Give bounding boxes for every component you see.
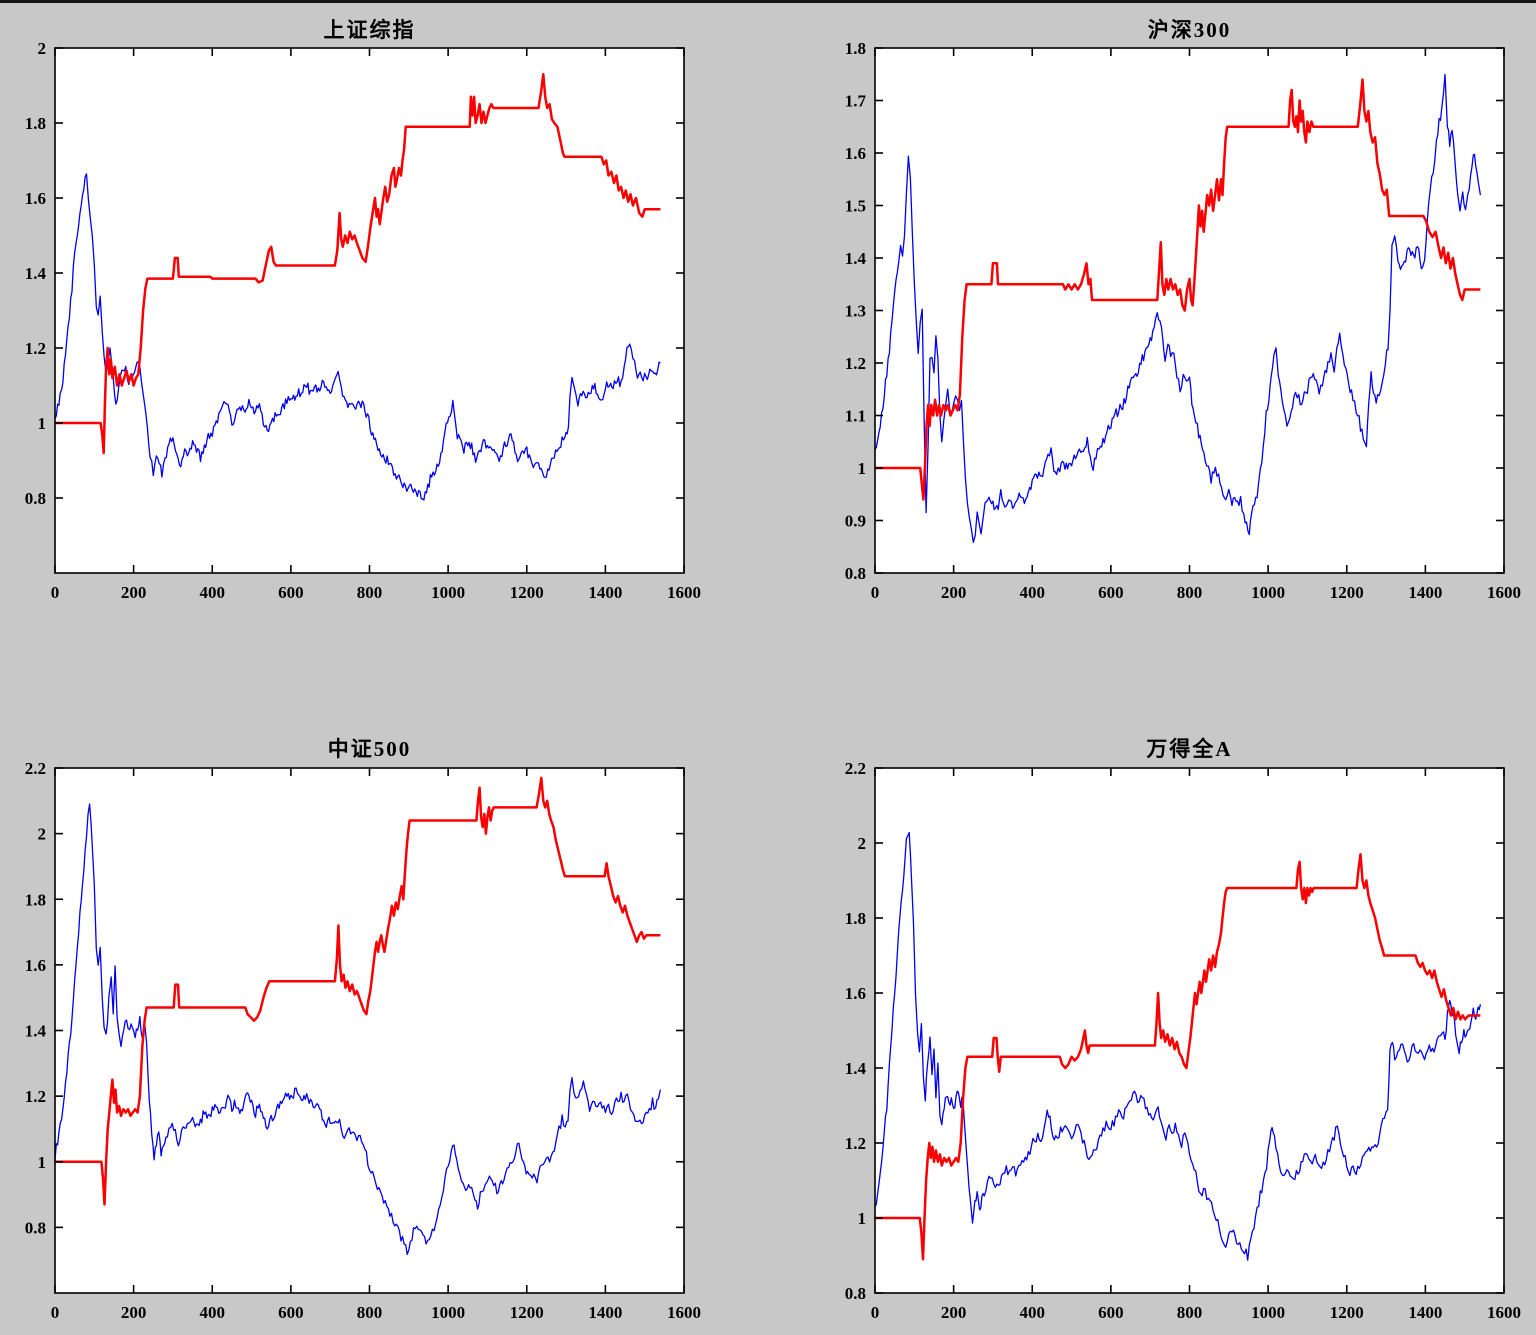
svg-text:600: 600 [278, 1303, 304, 1322]
svg-text:200: 200 [121, 583, 147, 602]
svg-text:1400: 1400 [588, 1303, 622, 1322]
svg-text:1.8: 1.8 [25, 114, 46, 133]
svg-text:800: 800 [357, 583, 383, 602]
svg-text:0.8: 0.8 [845, 1284, 866, 1303]
svg-text:200: 200 [121, 1303, 147, 1322]
svg-text:1000: 1000 [1251, 583, 1285, 602]
svg-text:2.2: 2.2 [25, 759, 46, 778]
chart-title-wind-all-a: 万得全A [1146, 737, 1233, 761]
svg-text:0: 0 [871, 1303, 880, 1322]
svg-text:1.4: 1.4 [845, 1059, 867, 1078]
svg-text:1.8: 1.8 [845, 39, 866, 58]
svg-text:1.6: 1.6 [845, 144, 866, 163]
svg-text:1200: 1200 [510, 583, 544, 602]
svg-text:1.2: 1.2 [25, 1087, 46, 1106]
svg-text:0: 0 [51, 1303, 60, 1322]
svg-text:1: 1 [38, 414, 47, 433]
svg-text:1.3: 1.3 [845, 302, 866, 321]
svg-text:1000: 1000 [1251, 1303, 1285, 1322]
chart-canvas-wind-all-a: 0 200 400 600 800 1000 1200 1400 1600 0.8 1 1.2 1.4 1… [845, 759, 1521, 1322]
svg-text:0.8: 0.8 [25, 489, 46, 508]
svg-text:800: 800 [1177, 1303, 1203, 1322]
svg-text:1.4: 1.4 [25, 264, 47, 283]
chart-title-sse-composite: 上证综指 [323, 18, 416, 42]
svg-text:1.4: 1.4 [845, 249, 867, 268]
svg-text:1.6: 1.6 [25, 189, 46, 208]
svg-text:1000: 1000 [431, 583, 465, 602]
svg-text:0: 0 [51, 583, 60, 602]
svg-text:1600: 1600 [1487, 1303, 1521, 1322]
svg-text:1400: 1400 [1408, 583, 1442, 602]
svg-text:200: 200 [941, 583, 967, 602]
svg-text:0: 0 [871, 583, 880, 602]
svg-text:400: 400 [1020, 583, 1046, 602]
svg-text:1: 1 [858, 1209, 867, 1228]
svg-text:2: 2 [38, 825, 47, 844]
chart-canvas-sse-composite: 0 200 400 600 800 1000 1200 1400 1600 0.8 1 1.2 1.4 1… [25, 39, 701, 602]
svg-text:1200: 1200 [1330, 1303, 1364, 1322]
svg-text:1: 1 [38, 1153, 47, 1172]
svg-text:1.5: 1.5 [845, 197, 866, 216]
chart-canvas-csi-300: 0 200 400 600 800 1000 1200 1400 1600 0.8 0.9 1 1.1 1… [845, 39, 1521, 602]
chart-title-csi-300: 沪深300 [1147, 18, 1232, 42]
svg-text:1600: 1600 [1487, 583, 1521, 602]
svg-text:400: 400 [200, 1303, 226, 1322]
svg-text:1000: 1000 [431, 1303, 465, 1322]
svg-text:1600: 1600 [667, 1303, 701, 1322]
svg-text:1.6: 1.6 [25, 956, 46, 975]
chart-panel-csi-300: 沪深300 0 200 400 600 800 1000 1200 1400 1600 0.8 0.… [768, 3, 1536, 669]
svg-text:1200: 1200 [1330, 583, 1364, 602]
svg-text:1600: 1600 [667, 583, 701, 602]
chart-panel-csi-500: 中证500 0 200 400 600 800 1000 1200 1400 1600 0.8 1 1… [0, 669, 768, 1335]
svg-text:1: 1 [858, 459, 867, 478]
svg-text:1400: 1400 [588, 583, 622, 602]
svg-text:0.8: 0.8 [25, 1218, 46, 1237]
svg-text:200: 200 [941, 1303, 967, 1322]
svg-text:1.7: 1.7 [845, 92, 867, 111]
chart-panel-sse-composite: 上证综指 0 200 400 600 800 1000 1200 1400 1600 0.8 1 1.… [0, 3, 768, 669]
chart-title-csi-500: 中证500 [327, 737, 412, 761]
svg-text:1.4: 1.4 [25, 1022, 47, 1041]
svg-text:2.2: 2.2 [845, 759, 866, 778]
svg-text:1.2: 1.2 [845, 354, 866, 373]
svg-text:600: 600 [278, 583, 304, 602]
svg-text:1.2: 1.2 [25, 339, 46, 358]
svg-text:800: 800 [1177, 583, 1203, 602]
svg-text:600: 600 [1098, 1303, 1124, 1322]
svg-text:1.6: 1.6 [845, 984, 866, 1003]
chart-canvas-csi-500: 0 200 400 600 800 1000 1200 1400 1600 0.8 1 1.2 1.4 1… [25, 759, 701, 1322]
svg-text:400: 400 [1020, 1303, 1046, 1322]
svg-text:2: 2 [858, 834, 867, 853]
svg-text:0.9: 0.9 [845, 512, 866, 531]
svg-text:1.8: 1.8 [845, 909, 866, 928]
svg-text:400: 400 [200, 583, 226, 602]
chart-panel-wind-all-a: 万得全A 0 200 400 600 800 1000 1200 1400 1600 0.8 1 1.… [768, 669, 1536, 1335]
svg-text:800: 800 [357, 1303, 383, 1322]
svg-text:2: 2 [38, 39, 47, 58]
svg-text:1400: 1400 [1408, 1303, 1442, 1322]
svg-text:600: 600 [1098, 583, 1124, 602]
svg-text:1.1: 1.1 [845, 407, 866, 426]
svg-text:1.8: 1.8 [25, 890, 46, 909]
svg-text:1200: 1200 [510, 1303, 544, 1322]
svg-text:0.8: 0.8 [845, 564, 866, 583]
svg-text:1.2: 1.2 [845, 1134, 866, 1153]
